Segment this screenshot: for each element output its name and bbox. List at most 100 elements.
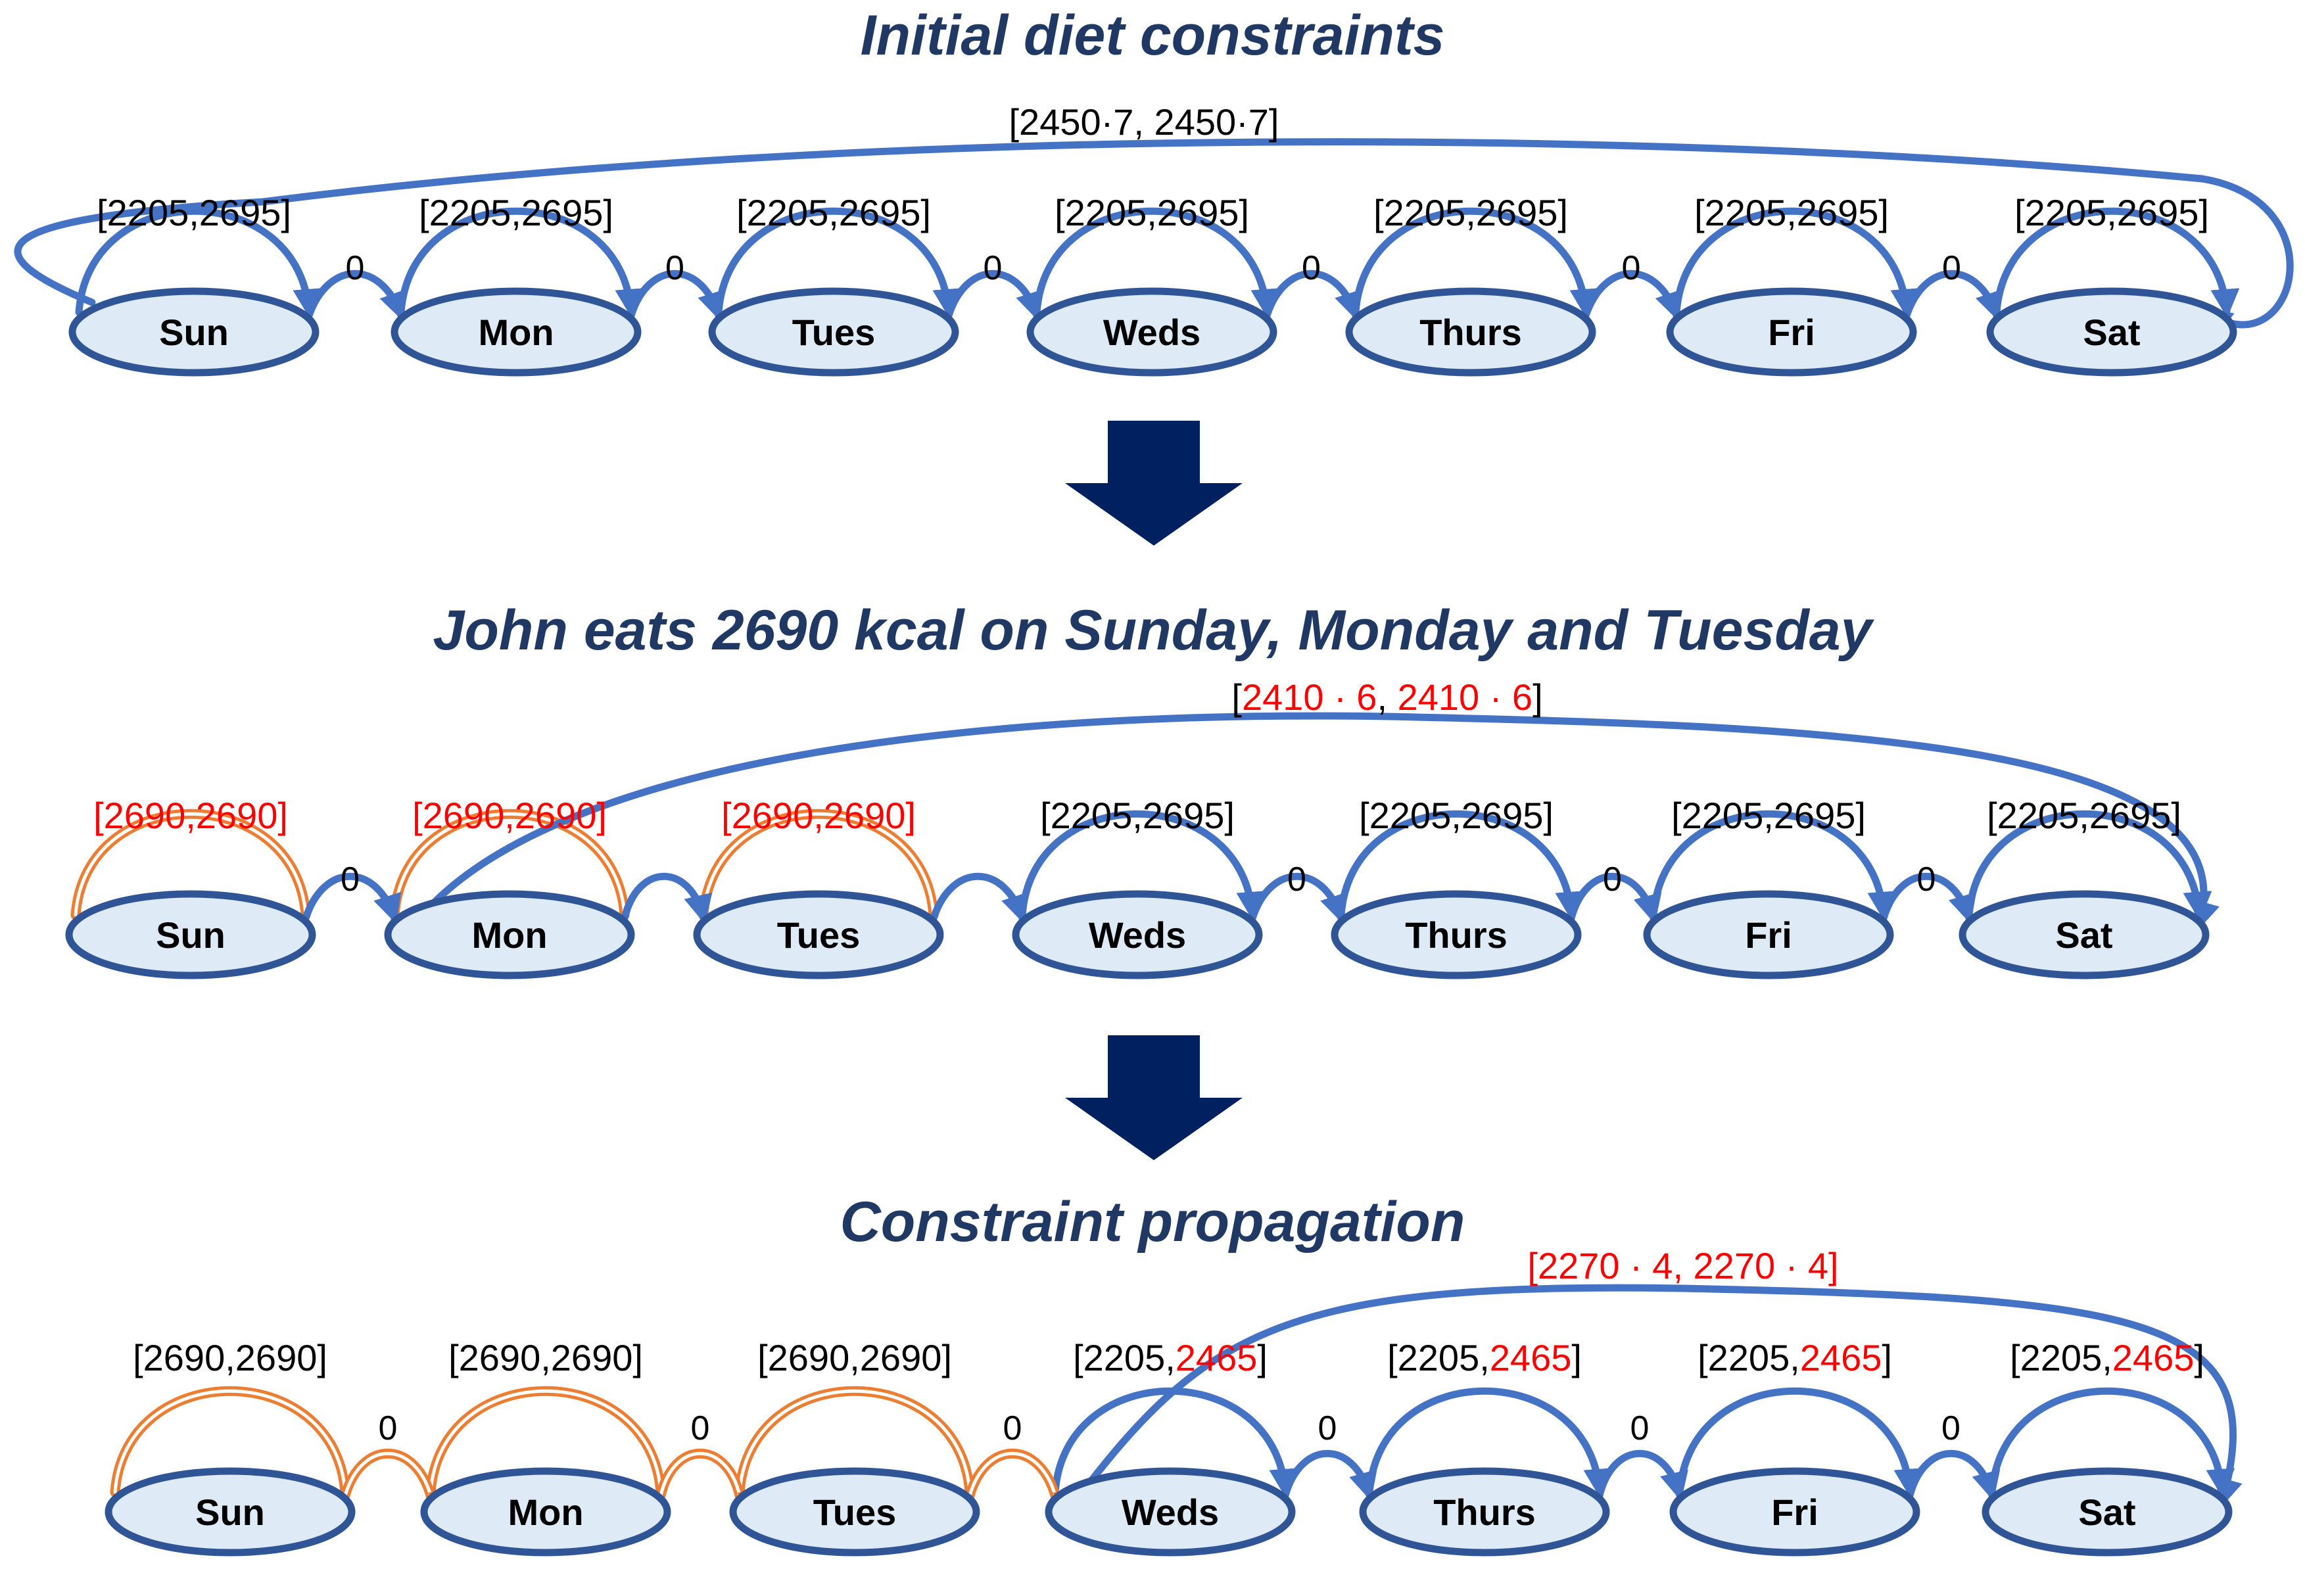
weekly-interval-label: [2410 · 6, 2410 · 6] xyxy=(1231,676,1542,718)
day-node-label: Weds xyxy=(1089,914,1186,956)
day-node-label: Tues xyxy=(792,312,876,353)
day-interval-label-part: [2205,2695] xyxy=(1373,192,1568,233)
day-node-label: Tues xyxy=(813,1491,897,1533)
day-node-sat xyxy=(1986,287,2237,377)
day-node-tues xyxy=(729,1467,980,1557)
day-node-tues xyxy=(708,287,959,377)
weekly-interval-label: [2270 · 4, 2270 · 4] xyxy=(1527,1245,1838,1286)
day-interval-label: [2205,2465] xyxy=(2010,1337,2204,1378)
link-arc-inner xyxy=(659,1451,742,1497)
day-interval-label-part: [2205,2695] xyxy=(1359,795,1554,836)
day-constraint-arc-tues-inner xyxy=(701,812,936,917)
day-node-label: Thurs xyxy=(1405,914,1508,956)
day-constraint-arc-sun-inner xyxy=(74,812,308,917)
day-node-label: Thurs xyxy=(1433,1491,1536,1533)
day-interval-label: [2205,2695] xyxy=(1373,192,1568,233)
down-arrow-icon xyxy=(1065,1035,1243,1160)
day-constraint-arc-thurs xyxy=(1366,1387,1613,1498)
day-constraint-arc-sat xyxy=(1988,1387,2235,1498)
day-interval-label-part: ] xyxy=(1257,1337,1268,1378)
link-arc xyxy=(930,872,1030,924)
link-zero-label: 0 xyxy=(1942,249,1961,287)
day-constraint-arc-sat xyxy=(1993,207,2240,318)
link-arc-inner xyxy=(968,1451,1057,1497)
weekly-interval-label-part: [2450·7, 2450·7] xyxy=(1009,101,1279,143)
day-node-fri xyxy=(1669,1467,1920,1557)
link-zero-label: 0 xyxy=(665,249,684,287)
day-interval-label-part: [2690,2690] xyxy=(93,795,288,836)
day-interval-label: [2690,2690] xyxy=(721,795,916,836)
link-arc-inner xyxy=(343,1451,433,1497)
day-constraint-arc-tues-inner xyxy=(738,1389,972,1494)
day-constraint-arc-weds xyxy=(1033,207,1280,318)
day-constraint-arc-tues xyxy=(715,207,962,318)
link-zero-label: 0 xyxy=(341,860,360,899)
weekly-constraint-arc xyxy=(410,712,2220,931)
link-arc xyxy=(1903,270,2003,321)
day-interval-label-part: [2690,2690] xyxy=(133,1337,327,1378)
day-node-thurs xyxy=(1331,890,1582,979)
day-node-mon xyxy=(384,890,635,979)
day-interval-label-part: [2205,2695] xyxy=(97,192,291,233)
weekly-interval-label: [2450·7, 2450·7] xyxy=(1009,101,1279,143)
day-interval-label: [2205,2695] xyxy=(1671,795,1866,836)
day-interval-label: [2205,2695] xyxy=(419,192,613,233)
link-zero-label: 0 xyxy=(1603,860,1622,899)
day-interval-label: [2690,2690] xyxy=(757,1337,952,1378)
day-node-thurs xyxy=(1345,287,1596,377)
day-interval-label-part: 2465 xyxy=(2112,1337,2195,1378)
day-node-label: Mon xyxy=(508,1491,583,1533)
day-node-sat xyxy=(1959,890,2210,979)
weekly-constraint-arc xyxy=(1071,1284,2243,1508)
day-interval-label: [2205,2695] xyxy=(2014,192,2209,233)
day-node-label: Weds xyxy=(1122,1491,1219,1533)
day-interval-label: [2205,2695] xyxy=(97,192,291,233)
day-interval-label-part: [2690,2690] xyxy=(721,795,916,836)
day-interval-label-part: [2205,2695] xyxy=(1694,192,1889,233)
day-node-label: Mon xyxy=(478,312,554,353)
day-interval-label-part: ] xyxy=(1571,1337,1582,1378)
day-constraint-arc-fri xyxy=(1650,810,1897,921)
weekly-interval-label-part: [2270 · 4, 2270 · 4] xyxy=(1527,1245,1838,1286)
day-interval-label: [2205,2465] xyxy=(1698,1337,1892,1378)
weekly-interval-label-part: ] xyxy=(1533,676,1543,718)
link-zero-label: 0 xyxy=(1917,860,1936,899)
day-interval-label-part: [2205,2695] xyxy=(419,192,613,233)
link-arc xyxy=(655,1448,745,1501)
day-node-fri xyxy=(1666,287,1917,377)
day-constraint-arc-sun-inner xyxy=(113,1389,347,1494)
link-zero-label: 0 xyxy=(346,249,365,287)
day-node-mon xyxy=(391,287,642,377)
day-node-label: Thurs xyxy=(1419,312,1522,353)
day-interval-label: [2205,2695] xyxy=(1987,795,2181,836)
panel-title-john-eats: John eats 2690 kcal on Sunday, Monday an… xyxy=(433,599,1872,662)
link-zero-label: 0 xyxy=(1318,1409,1337,1447)
link-zero-label: 0 xyxy=(1622,249,1641,287)
day-node-tues xyxy=(693,890,944,979)
day-interval-label-part: ] xyxy=(1882,1337,1892,1378)
day-node-mon xyxy=(420,1467,671,1557)
link-arc xyxy=(340,1448,436,1501)
day-interval-label-part: [2690,2690] xyxy=(757,1337,952,1378)
day-node-weds xyxy=(1026,287,1277,377)
link-zero-label: 0 xyxy=(1302,249,1321,287)
weekly-interval-label-part: , xyxy=(1377,676,1397,718)
day-interval-label: [2205,2695] xyxy=(1055,192,1249,233)
link-arc xyxy=(627,270,726,321)
link-arc xyxy=(1880,872,1977,924)
day-constraint-arc-mon-inner xyxy=(392,812,627,917)
day-node-sun xyxy=(65,890,316,979)
day-interval-label-part: [2205, xyxy=(2010,1337,2112,1378)
day-interval-label-part: [2205, xyxy=(1387,1337,1490,1378)
day-node-label: Sat xyxy=(2083,312,2140,353)
day-constraint-arc-mon-inner xyxy=(429,1389,663,1494)
day-constraint-arc-thurs xyxy=(1352,207,1599,318)
weekly-interval-label-part: 2410 · 6 xyxy=(1242,676,1377,718)
link-zero-label: 0 xyxy=(1003,1409,1022,1447)
day-interval-label-part: 2465 xyxy=(1490,1337,1572,1378)
day-interval-label-part: [2690,2690] xyxy=(412,795,607,836)
day-node-label: Sun xyxy=(156,914,226,956)
link-arc xyxy=(621,872,713,924)
day-node-label: Tues xyxy=(777,914,861,956)
